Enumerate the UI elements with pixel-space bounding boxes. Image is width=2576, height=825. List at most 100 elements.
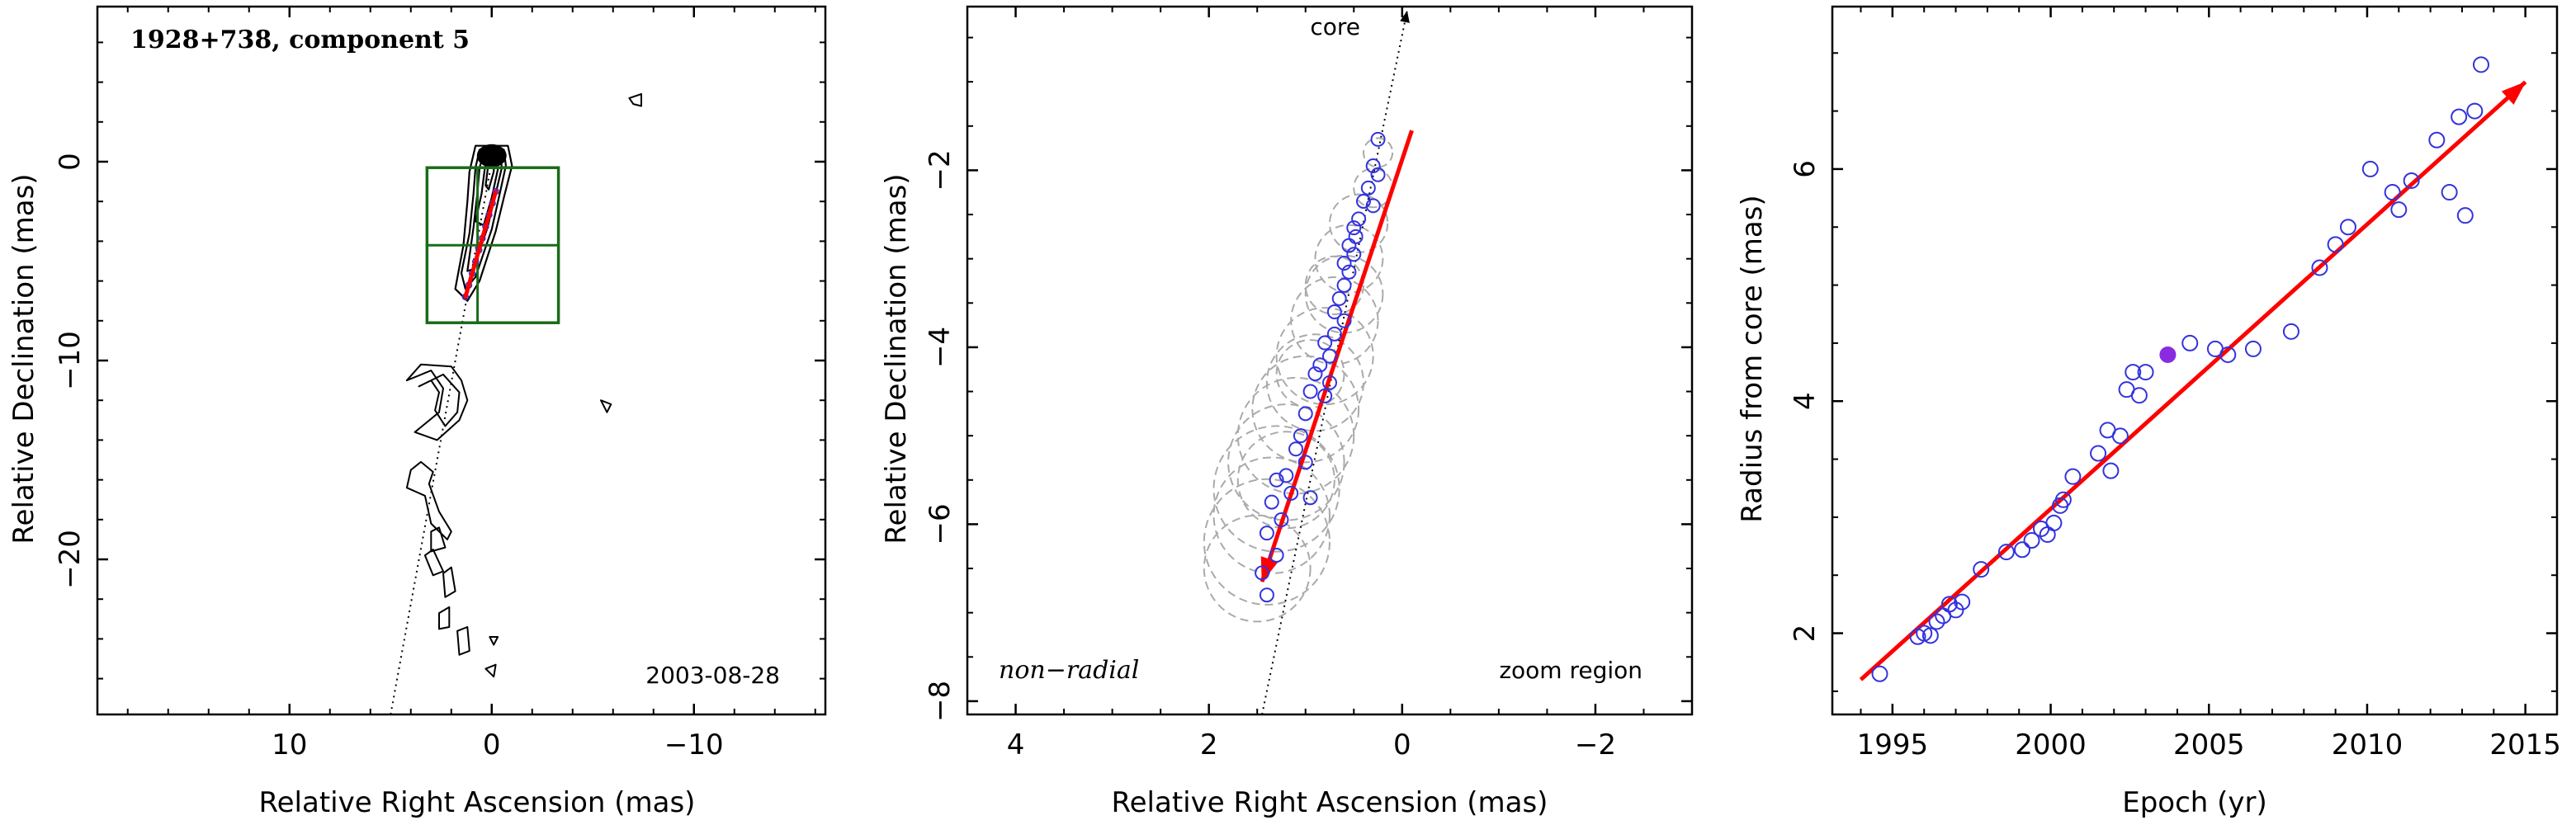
panel2-point	[1269, 472, 1284, 488]
panel1-contour	[423, 549, 444, 577]
panel3-point	[1928, 613, 1945, 630]
panel-radius-vs-epoch: Epoch (yr) Radius from core (mas) 1995 20…	[1736, 5, 2561, 819]
panel3-point	[2327, 236, 2344, 253]
panel3-point	[2441, 184, 2458, 201]
panel1-contour	[456, 626, 470, 656]
panel1-core-blob	[476, 144, 507, 167]
panel3-point	[2339, 219, 2356, 236]
panel2-component-circle	[1362, 137, 1394, 168]
panel3-point	[2361, 160, 2379, 177]
panel2-point	[1355, 193, 1371, 209]
panel3-point	[2111, 427, 2129, 445]
panel3-point	[2384, 184, 2401, 201]
panel2-point	[1360, 180, 1376, 196]
panel2-component-circle	[1212, 456, 1331, 574]
panel2-point	[1307, 366, 1323, 382]
panel1-contour	[484, 663, 497, 678]
panel2-point	[1370, 167, 1386, 182]
panel3-fit-arrow	[1859, 80, 2527, 681]
panel2-point	[1336, 256, 1352, 271]
panel2-component-circle	[1227, 403, 1345, 521]
panel2-point	[1302, 384, 1318, 399]
panel1-trajectory	[463, 189, 499, 299]
panel2-component-circle	[1203, 514, 1312, 623]
panel1-contour	[600, 399, 612, 413]
panel2-point	[1255, 565, 1270, 581]
panel2-point	[1348, 229, 1364, 244]
panel3-point	[2125, 364, 2142, 381]
panel3-point	[2064, 468, 2082, 485]
panel3-point	[2039, 526, 2056, 543]
panel3-point	[2472, 56, 2489, 73]
panel3-point	[1871, 665, 1888, 682]
panel3-point	[2403, 172, 2420, 189]
panel3-point	[2244, 340, 2262, 357]
panel3-xtick-label: 2015	[2489, 728, 2561, 761]
panel3-point	[2456, 207, 2474, 224]
panel2-point	[1331, 290, 1347, 306]
panel2-point	[1346, 247, 1362, 262]
panel2-component-circle	[1236, 431, 1335, 530]
panel3-point	[1921, 627, 1939, 644]
panel3-point	[2451, 108, 2468, 125]
panel3-point	[2130, 387, 2148, 404]
panel2-ytick-label: −4	[924, 327, 957, 368]
panel2-core-label: core	[1310, 13, 1360, 40]
panel2-point	[1283, 485, 1299, 501]
panel2-point	[1346, 220, 1362, 236]
panel3-point	[2219, 346, 2237, 363]
panel3-point	[1940, 596, 1958, 613]
panel2-component-circle	[1251, 355, 1360, 464]
panel2-point	[1322, 375, 1337, 390]
panel2-point	[1326, 326, 1342, 342]
panel3-xtick-label: 2010	[2332, 728, 2403, 761]
panel3-frame	[1831, 5, 2559, 716]
panel2-xtick-label: −2	[1575, 728, 1616, 761]
panel2-mode-label: non−radial	[999, 656, 1139, 685]
panel3-point	[2282, 323, 2299, 340]
panel1-contour	[442, 566, 456, 598]
panel3-point	[2045, 514, 2063, 531]
panel1-xtick-label: 0	[483, 728, 501, 761]
panel2-ytick-label: −2	[924, 149, 957, 191]
panel-contour-map: 1928+738, component 5 2003-08-28 Relativ…	[7, 5, 827, 819]
panel3-ylabel: Radius from core (mas)	[1736, 195, 1769, 522]
panel2-component-circle	[1212, 425, 1340, 553]
panel1-contour	[489, 636, 499, 646]
panel2-point	[1288, 441, 1304, 457]
panel3-point	[1997, 544, 2015, 561]
panel3-point	[2102, 462, 2120, 479]
panel2-component-circle	[1314, 224, 1384, 294]
panel2-frame	[966, 5, 1694, 716]
panel2-point	[1293, 428, 1308, 444]
panel1-title: 1928+738, component 5	[130, 26, 470, 54]
panel2-point	[1269, 547, 1284, 563]
panel2-point	[1341, 264, 1357, 280]
panel1-contour	[405, 460, 452, 540]
panel2-point	[1317, 388, 1333, 403]
panel2-point	[1326, 304, 1342, 320]
panel2-point	[1336, 277, 1352, 293]
panel2-component-circle	[1236, 376, 1355, 495]
panel1-xtick-label: 10	[272, 728, 307, 761]
panel2-xtick-label: 0	[1393, 728, 1411, 761]
panel1-contour	[454, 144, 513, 302]
panel3-point	[2181, 334, 2199, 351]
panel3-point	[2390, 201, 2408, 219]
panel3-point	[2090, 445, 2107, 462]
panel1-contour	[430, 526, 447, 553]
panel2-component-circle	[1265, 333, 1364, 432]
panel2-xtick-label: 4	[1007, 728, 1025, 761]
panel3-xtick-label: 2005	[2173, 728, 2245, 761]
panel3-point	[2137, 364, 2154, 381]
panel2-ytick-label: −6	[924, 503, 957, 544]
panel2-point	[1259, 526, 1274, 541]
panel2-point	[1274, 512, 1289, 528]
panel2-xlabel: Relative Right Ascension (mas)	[1112, 786, 1548, 819]
panel1-ytick-label: −20	[54, 530, 87, 589]
panel1-epoch-label: 2003-08-28	[645, 662, 780, 689]
panel2-component-circle	[1329, 193, 1389, 253]
panel2-component-circle	[1275, 307, 1374, 406]
panel2-point	[1302, 490, 1318, 506]
